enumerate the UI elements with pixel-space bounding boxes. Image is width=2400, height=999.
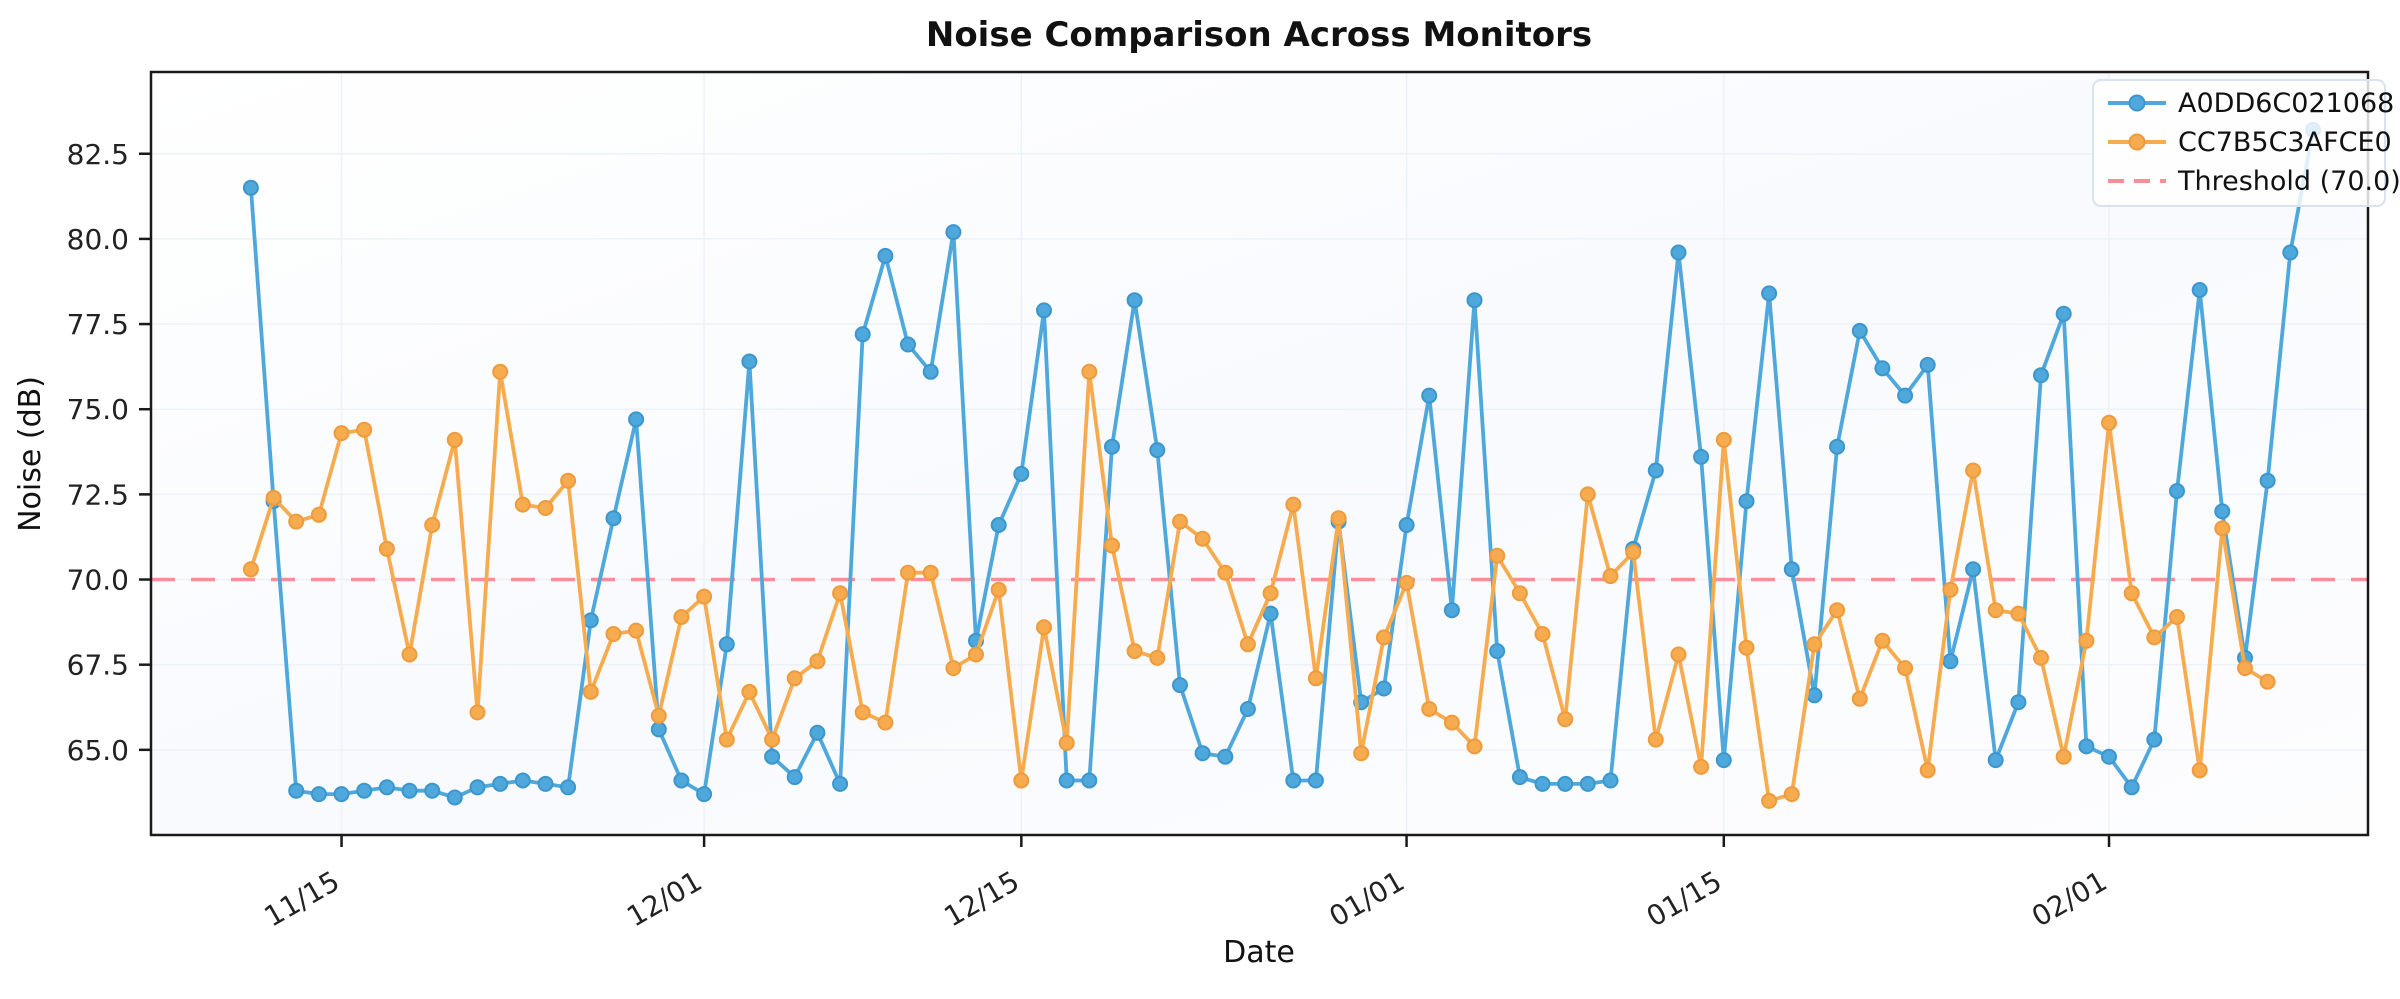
svg-text:65.0: 65.0 [67,734,129,767]
svg-text:12/15: 12/15 [938,864,1024,933]
svg-text:77.5: 77.5 [67,308,129,341]
y-axis-label: Noise (dB) [13,376,48,532]
svg-text:70.0: 70.0 [67,564,129,597]
svg-text:02/01: 02/01 [2026,864,2112,933]
legend-item-series-1: A0DD6C021068 [2108,88,2394,119]
svg-text:11/15: 11/15 [259,864,345,933]
axes-frame [149,70,2370,837]
svg-text:01/15: 01/15 [1641,864,1727,933]
legend-box [2092,79,2386,207]
legend-item-series-2: CC7B5C3AFCE0 [2108,127,2392,158]
svg-text:12/01: 12/01 [621,864,707,933]
data-series [242,121,2321,809]
svg-text:75.0: 75.0 [67,393,129,426]
svg-text:80.0: 80.0 [67,223,129,256]
plot-area [151,72,2368,835]
y-tick-labels: 65.0 67.5 70.0 72.5 75.0 77.5 80.0 82.5 [67,138,129,767]
legend-label-series-2: CC7B5C3AFCE0 [2178,127,2392,158]
axis-ticks [139,152,2111,847]
svg-text:01/01: 01/01 [1324,864,1410,933]
chart-title: Noise Comparison Across Monitors [926,15,1592,55]
x-axis-label: Date [1223,935,1295,970]
svg-text:72.5: 72.5 [67,478,129,511]
legend-label-series-1: A0DD6C021068 [2178,88,2394,119]
x-tick-labels: 11/15 12/01 12/15 01/01 01/15 02/01 [259,864,2113,933]
legend: A0DD6C021068 CC7B5C3AFCE0 Threshold (70.… [2092,79,2400,207]
legend-label-threshold: Threshold (70.0) [2177,166,2400,197]
svg-text:82.5: 82.5 [67,138,129,171]
svg-text:67.5: 67.5 [67,649,129,682]
legend-item-threshold: Threshold (70.0) [2108,166,2400,197]
series-CC7B5C3AFCE0 [242,363,2276,809]
